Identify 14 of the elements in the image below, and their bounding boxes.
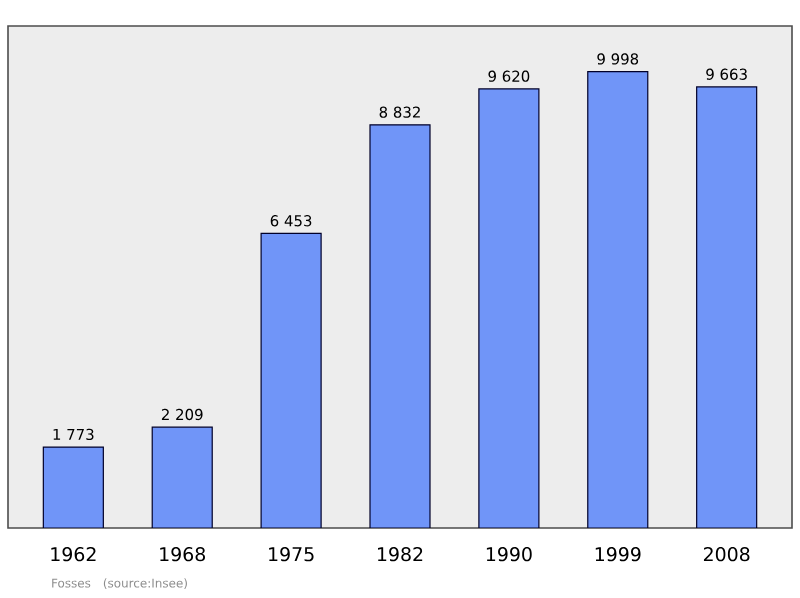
x-tick-label: 2008: [703, 547, 750, 562]
x-tick-label: 1990: [486, 547, 532, 562]
bar: [369, 124, 431, 528]
bar: [587, 71, 649, 528]
bar: [151, 426, 213, 528]
bar: [42, 446, 104, 528]
x-tick-label: 1999: [595, 547, 641, 562]
x-tick-label: 1968: [160, 547, 205, 562]
x-tick-label: 1975: [269, 547, 314, 562]
x-tick-label: 1962: [51, 547, 96, 562]
bar: [260, 232, 322, 528]
x-tick-label: 1982: [378, 547, 423, 562]
bar: [478, 88, 540, 528]
bar: [696, 86, 758, 528]
